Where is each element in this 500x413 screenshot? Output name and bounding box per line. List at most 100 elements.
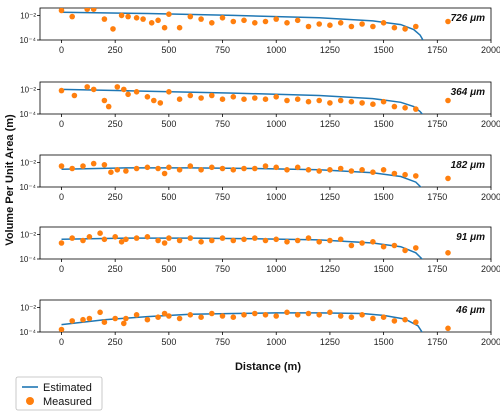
measured-point [209,92,215,99]
measured-point [187,163,194,169]
measured-point [327,237,333,244]
measured-point [241,165,247,172]
measured-point [252,95,258,101]
measured-point [101,236,108,243]
measured-point [413,173,419,179]
x-tick-label: 750 [215,119,230,129]
measured-point [69,318,75,324]
measured-point [252,165,258,172]
measured-point [166,89,172,95]
y-tick-label: 10⁻⁴ [19,183,36,192]
measured-point [219,313,226,319]
measured-point [380,20,387,26]
measured-point [370,23,376,30]
measured-point [380,243,387,250]
panel-frame [39,226,492,260]
measured-point [327,22,333,29]
x-tick-label: 1000 [266,264,286,274]
x-tick-label: 0 [59,45,64,55]
measured-point [176,315,183,322]
measured-point [101,162,108,168]
x-tick-label: 0 [59,192,64,202]
x-tick-label: 1250 [320,119,340,129]
measured-point [118,239,125,245]
measured-point [123,315,129,322]
measured-point [241,17,247,24]
measured-point [305,310,312,317]
measured-point [252,20,258,26]
measured-point [262,312,269,318]
measured-point [241,236,247,243]
measured-point [262,18,269,25]
plot-area [58,8,451,40]
x-tick-label: 2000 [481,264,500,274]
measured-point [348,242,355,249]
x-tick-label: 500 [161,264,176,274]
measured-point [187,13,194,20]
measured-point [198,167,204,173]
panel-frame [39,81,492,115]
x-tick-label: 1000 [266,45,286,55]
legend-measured-swatch [26,397,34,405]
x-axis-label: Distance (m) [235,361,301,373]
measured-point [445,325,451,332]
measured-point [413,106,419,112]
measured-point [58,240,65,246]
measured-point [144,316,151,323]
measured-point [121,320,127,327]
x-tick-label: 1750 [427,119,447,129]
measured-point [187,92,194,99]
measured-point [305,23,312,30]
measured-point [112,234,118,240]
measured-point [230,94,237,100]
panel-frame [39,299,492,333]
x-tick-label: 0 [59,119,64,129]
measured-point [58,87,65,94]
measured-point [133,165,140,172]
x-tick-label: 2000 [481,45,500,55]
x-tick-label: 250 [108,119,123,129]
panel-2: 0 250 500 750 1000 1250 1500 1750 2000 10⁻² 10⁻⁴ 18… [19,154,500,202]
estimated-line [61,11,424,40]
y-tick-label: 10⁻⁴ [19,110,36,119]
measured-point [337,20,344,26]
measured-point [155,165,161,172]
legend-measured-label: Measured [43,396,92,408]
panel-3: 0 250 500 750 1000 1250 1500 1750 2000 10⁻² 10⁻⁴ 91… [19,226,500,274]
measured-point [337,236,344,243]
measured-point [294,96,301,102]
measured-point [155,17,161,24]
measured-point [348,23,355,30]
measured-point [445,18,451,25]
y-tick-label: 10⁻² [20,230,36,239]
measured-point [241,96,247,102]
measured-point [370,315,376,322]
measured-point [209,20,215,26]
measured-point [58,163,65,169]
plot-area [58,84,451,114]
measured-point [219,14,226,21]
measured-point [413,245,419,251]
measured-point [84,8,90,12]
x-tick-label: 1250 [320,192,340,202]
measured-point [284,167,290,173]
measured-point [305,235,312,241]
measured-point [133,89,140,95]
grain-size-label: 46 μm [455,305,485,316]
panels-group: 0 250 500 750 1000 1250 1500 1750 2000 10⁻² 10⁻⁴ 72… [19,7,500,347]
measured-point [209,310,215,317]
measured-point [327,167,333,173]
x-tick-label: 250 [108,192,123,202]
measured-point [176,167,183,173]
measured-point [294,164,301,171]
measured-point [112,315,118,322]
grain-size-label: 91 μm [456,232,485,243]
measured-point [402,247,408,254]
measured-point [86,234,93,240]
x-tick-label: 1750 [427,337,447,347]
measured-point [445,250,451,256]
measured-point [187,312,194,318]
x-tick-label: 750 [215,45,230,55]
measured-point [348,314,355,321]
measured-point [241,312,247,318]
